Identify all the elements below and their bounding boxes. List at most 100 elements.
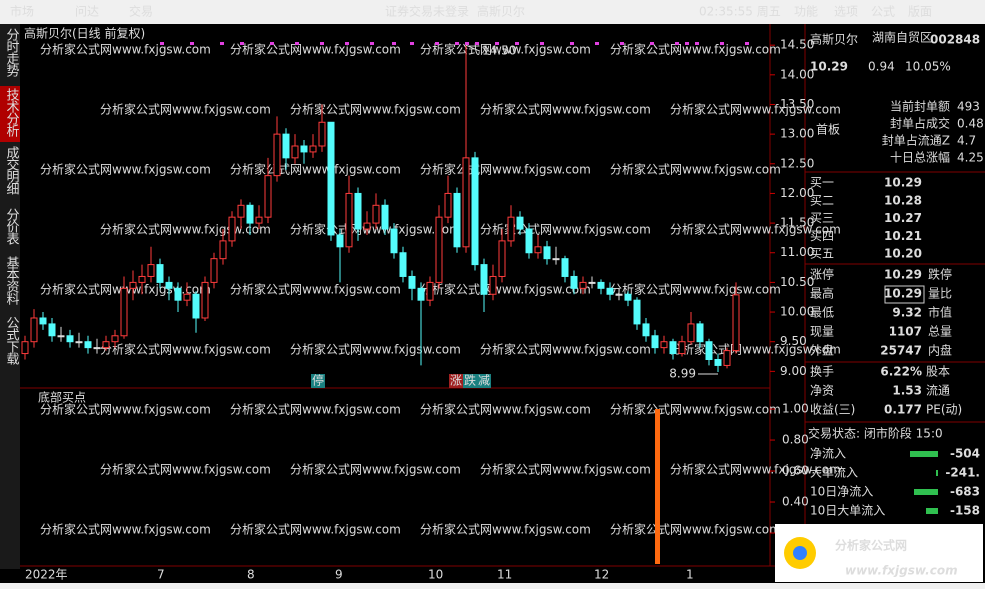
signal-dot	[370, 42, 374, 45]
signal-dot	[515, 42, 519, 45]
clock: 02:35:55 周五	[699, 5, 781, 19]
watermark: 分析家公式网www.fxjgsw.com	[40, 522, 211, 537]
flow-value: -241.	[945, 466, 980, 480]
panel-title: 底部买点	[38, 390, 86, 405]
candle-body	[75, 341, 83, 344]
x-tick-label: 1	[686, 568, 694, 582]
candle-body	[507, 216, 515, 242]
watermark: 分析家公式网www.fxjgsw.com	[420, 42, 591, 57]
bid-value: 10.20	[884, 247, 922, 261]
stat-label: 内盘	[928, 343, 952, 358]
watermark: 分析家公式网www.fxjgsw.com	[290, 342, 461, 357]
signal-dot	[495, 42, 499, 45]
candle-body	[111, 335, 119, 343]
annotation: 8.99	[669, 366, 696, 380]
bid-value: 10.28	[884, 193, 922, 207]
candle-body	[696, 323, 704, 343]
stat-value: 10.29	[884, 287, 922, 301]
seal-label: 当前封单额	[890, 99, 950, 114]
candle-body	[597, 281, 605, 289]
signal-dot	[392, 42, 396, 45]
candle-body	[255, 216, 263, 224]
y-tick-label: 10.50	[780, 275, 814, 289]
side-tab[interactable]: 成交明细	[4, 146, 20, 195]
trade-state: 交易状态: 闭市阶段 15:0	[808, 426, 943, 441]
flow-bar	[914, 489, 938, 495]
y-tick-label: 0.40	[782, 495, 809, 509]
stat-label: 量比	[928, 287, 952, 301]
candle-body	[687, 323, 695, 343]
flow-value: -158	[950, 504, 980, 518]
candle-body	[129, 281, 137, 289]
side-tab[interactable]: 基本资料	[4, 256, 20, 305]
watermark: 分析家公式网www.fxjgsw.com	[480, 102, 651, 117]
menu-item[interactable]: 选项	[834, 5, 858, 19]
candle-body	[183, 293, 191, 301]
chart-title: 高斯贝尔(日线 前复权)	[24, 26, 145, 41]
bid-label: 买五	[810, 247, 834, 261]
side-tab[interactable]: 分时走势	[4, 28, 20, 78]
signal-dot	[435, 42, 439, 45]
signal-dot	[540, 42, 544, 45]
candle-body	[453, 192, 461, 248]
y-tick-label: 13.50	[780, 97, 814, 111]
menu-item[interactable]: 交易	[129, 4, 153, 19]
signal-dot	[320, 42, 324, 45]
bid-label: 买三	[810, 211, 834, 225]
side-tab[interactable]: 分价表	[4, 208, 20, 245]
x-tick-label: 11	[497, 568, 512, 582]
watermark: 分析家公式网www.fxjgsw.com	[100, 222, 271, 237]
candle-body	[237, 204, 245, 218]
signal-dot	[190, 42, 194, 45]
signal-dot	[410, 42, 414, 45]
region: 湖南自贸区	[872, 30, 932, 45]
flow-value: -504	[950, 447, 980, 461]
watermark: 分析家公式网www.fxjgsw.com	[670, 462, 841, 477]
candle-body	[534, 246, 542, 254]
tag: 停	[312, 373, 324, 388]
menu-item[interactable]: 功能	[794, 5, 818, 19]
candle-body	[615, 293, 623, 296]
bid-label: 买四	[810, 229, 834, 243]
price: 10.29	[810, 60, 848, 74]
stat-value: 1107	[889, 325, 922, 339]
candle-body	[399, 252, 407, 277]
side-tab[interactable]: 技术分析	[4, 88, 20, 137]
candle-body	[705, 341, 713, 360]
change: 0.94	[868, 60, 895, 74]
candle-body	[714, 358, 722, 366]
tag: 跌	[464, 373, 476, 388]
stat-label: 外盘	[810, 343, 834, 358]
candle-body	[228, 216, 236, 242]
candle-body	[444, 192, 452, 218]
candle-body	[570, 275, 578, 289]
watermark: 分析家公式网www.fxjgsw.com	[610, 402, 781, 417]
candle-body	[588, 281, 596, 284]
watermark: 分析家公式网www.fxjgsw.com	[610, 42, 781, 57]
flow-value: -683	[950, 485, 980, 499]
candle-body	[174, 287, 182, 301]
stat-label: 涨停	[810, 267, 834, 282]
x-tick-label: 12	[594, 568, 609, 582]
candle-body	[408, 275, 416, 289]
menu-item[interactable]: 公式	[871, 5, 895, 19]
signal-dot	[475, 42, 479, 45]
candle-body	[219, 240, 227, 260]
menu-item[interactable]: 版面	[908, 5, 932, 19]
signal-dot	[455, 42, 459, 45]
menu-item[interactable]: 问达	[75, 5, 99, 19]
candle-body	[426, 281, 434, 301]
tag: 涨	[450, 373, 462, 388]
signal-dot	[465, 42, 469, 45]
watermark: 分析家公式网www.fxjgsw.com	[420, 402, 591, 417]
watermark: 分析家公式网www.fxjgsw.com	[40, 402, 211, 417]
candle-body	[480, 264, 488, 295]
bar	[655, 409, 660, 564]
y-tick-label: 0.60	[782, 464, 809, 478]
side-tab[interactable]: 公式下载	[4, 316, 20, 366]
candle-body	[462, 157, 470, 248]
menu-item[interactable]: 市场	[10, 4, 34, 19]
seal-label: 封单占成交	[890, 116, 950, 131]
stat-label: 市值	[928, 305, 952, 320]
candle-body	[345, 192, 353, 248]
